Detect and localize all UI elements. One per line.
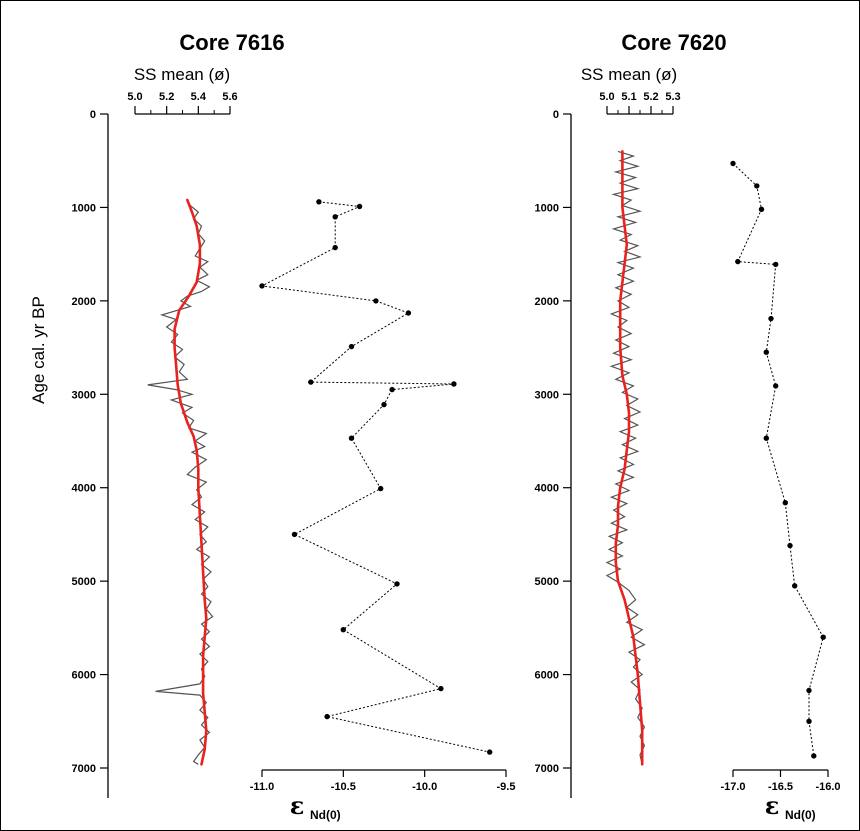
nd-point-7620 — [730, 160, 736, 167]
nd-point-7616 — [438, 685, 444, 692]
y-tick-label-7616: 0 — [90, 109, 96, 121]
panel-title-core-7616: Core 7616 — [179, 30, 284, 55]
nd-point-7616 — [389, 386, 395, 393]
bottom-tick-label-7616: -10.0 — [412, 781, 437, 793]
y-tick-label-7620: 5000 — [535, 576, 559, 588]
nd-point-7620 — [806, 718, 812, 724]
nd-point-7620 — [811, 753, 817, 759]
nd-point-7616 — [348, 343, 355, 350]
y-tick-label-7620: 3000 — [535, 389, 559, 401]
nd-point-7620 — [768, 315, 774, 322]
nd-point-7616 — [381, 401, 387, 408]
nd-point-7620 — [820, 634, 826, 640]
top-tick-label-7616: 5.0 — [127, 91, 142, 103]
y-tick-label-7616: 1000 — [72, 202, 96, 214]
y-tick-label-7616: 3000 — [72, 389, 96, 401]
nd-point-7620 — [758, 206, 765, 212]
top-tick-label-7616: 5.6 — [222, 91, 237, 103]
ss-smooth-series-7616 — [173, 198, 208, 766]
nd-series-line-7616 — [260, 201, 490, 753]
nd-point-7616 — [316, 199, 322, 205]
nd-point-7616 — [348, 435, 355, 441]
y-tick-label-7616: 2000 — [72, 296, 96, 308]
y-tick-label-7616: 7000 — [72, 763, 96, 775]
nd-point-7616 — [405, 310, 412, 316]
nd-point-7620 — [806, 687, 812, 694]
y-tick-label-7620: 0 — [553, 109, 559, 121]
top-axis-label-7620: SS mean (ø) — [581, 65, 677, 84]
nd-point-7620 — [763, 349, 769, 355]
nd-point-7616 — [332, 214, 338, 220]
y-tick-label-7620: 7000 — [535, 763, 559, 775]
nd-point-7616 — [259, 283, 265, 289]
y-tick-label-7620: 4000 — [535, 483, 559, 495]
bottom-tick-label-7616: -9.5 — [497, 781, 516, 793]
bottom-axis-sub-7620: Nd(0) — [785, 808, 816, 822]
nd-point-7620 — [792, 583, 798, 589]
ss-smooth-series-7620 — [614, 150, 644, 766]
top-axis-label-7616: SS mean (ø) — [134, 65, 230, 84]
nd-point-7616 — [324, 713, 330, 720]
nd-point-7620 — [763, 435, 769, 441]
bottom-tick-label-7616: -10.5 — [331, 781, 356, 793]
nd-point-7616 — [291, 531, 298, 538]
nd-point-7616 — [332, 244, 338, 251]
nd-point-7616 — [308, 379, 314, 385]
y-tick-label-7620: 6000 — [535, 670, 559, 682]
bottom-axis-label-7620: ε — [765, 791, 780, 820]
nd-point-7620 — [787, 542, 793, 549]
top-tick-label-7616: 5.2 — [159, 91, 174, 103]
bottom-axis-label-7616: ε — [290, 791, 305, 820]
bottom-tick-label-7620: -16.0 — [815, 781, 840, 793]
nd-point-7616 — [487, 749, 493, 755]
top-tick-label-7620: 5.1 — [621, 91, 636, 103]
y-tick-label-7620: 1000 — [535, 202, 559, 214]
nd-point-7620 — [735, 258, 741, 265]
y-axis-label: Age cal. yr BP — [29, 296, 48, 404]
y-tick-label-7616: 4000 — [72, 483, 96, 495]
top-tick-label-7616: 5.4 — [191, 91, 207, 103]
nd-point-7620 — [754, 183, 760, 189]
y-tick-label-7616: 5000 — [72, 576, 96, 588]
top-tick-label-7620: 5.0 — [599, 91, 614, 103]
bottom-tick-label-7620: -16.5 — [768, 781, 793, 793]
nd-point-7616 — [356, 203, 363, 210]
nd-point-7620 — [782, 500, 788, 506]
nd-point-7620 — [773, 261, 779, 268]
chart-marks: 0 1000 2000 3000 4000 5000 6000 7000 5.0 5.2 5.4 5.… — [72, 91, 841, 798]
bottom-axis-sub-7616: Nd(0) — [310, 808, 341, 822]
bottom-tick-label-7616: -11.0 — [250, 781, 274, 793]
nd-series-line-7620 — [732, 163, 824, 756]
nd-point-7616 — [373, 298, 379, 304]
nd-point-7620 — [773, 383, 779, 389]
top-tick-label-7620: 5.2 — [643, 91, 658, 103]
nd-point-7616 — [340, 627, 346, 633]
bottom-tick-label-7620: -17.0 — [720, 781, 745, 793]
top-tick-label-7620: 5.3 — [665, 91, 680, 103]
nd-point-7616 — [394, 581, 400, 587]
nd-point-7616 — [378, 485, 384, 492]
y-tick-label-7620: 2000 — [535, 296, 559, 308]
nd-point-7616 — [451, 381, 457, 387]
panel-title-core-7620: Core 7620 — [621, 30, 726, 55]
y-tick-label-7616: 6000 — [72, 670, 96, 682]
